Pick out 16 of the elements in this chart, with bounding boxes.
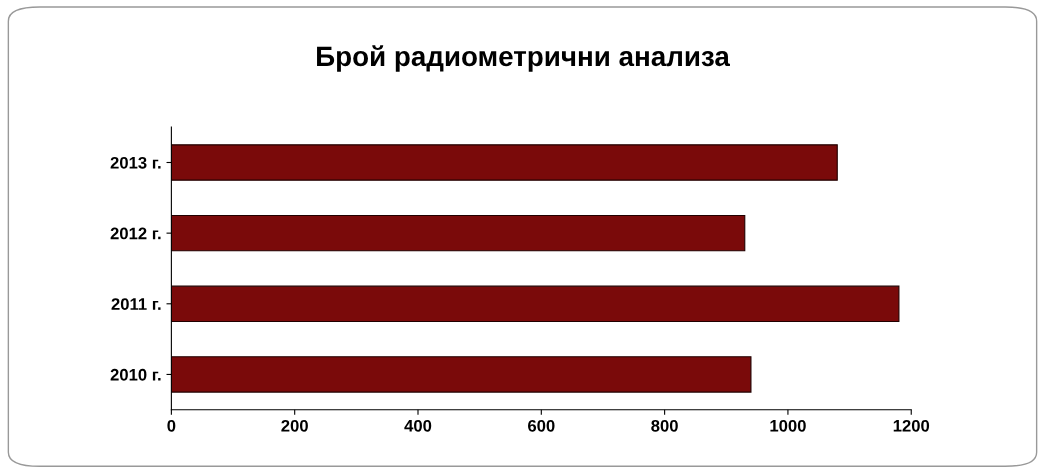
y-tick-label: 2011 г. bbox=[111, 298, 161, 310]
x-tick-label: 800 bbox=[651, 419, 678, 432]
y-tick-label: 2013 г. bbox=[110, 156, 161, 169]
chart-title: Брой радиометрични анализа bbox=[317, 45, 731, 72]
y-tick-label: 2012 г. bbox=[110, 227, 161, 240]
x-tick-label: 1000 bbox=[770, 419, 806, 432]
x-tick-label: 0 bbox=[167, 419, 176, 432]
x-tick-label: 400 bbox=[404, 419, 432, 432]
bar bbox=[171, 214, 746, 252]
x-tick-label: 1200 bbox=[893, 419, 930, 432]
bar bbox=[171, 144, 838, 181]
x-tick-label: 200 bbox=[281, 419, 308, 432]
x-tick-label: 600 bbox=[528, 419, 555, 432]
y-tick-label: 2010 г. bbox=[110, 368, 161, 381]
bar bbox=[171, 356, 752, 393]
bar bbox=[171, 285, 900, 323]
